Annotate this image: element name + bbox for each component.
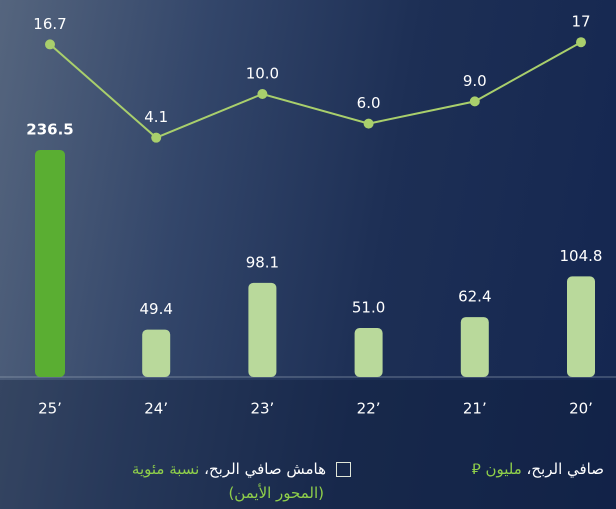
bar-value-label: 49.4 xyxy=(139,300,172,318)
legend-bar: صافي الربح، مليون ⃁ xyxy=(472,460,604,479)
x-tick-label: 22’ xyxy=(357,400,381,418)
line-value-label: 16.7 xyxy=(33,15,66,33)
line-value-label: 17 xyxy=(571,13,590,31)
bar xyxy=(567,276,595,377)
bar xyxy=(354,328,383,377)
bar xyxy=(35,149,65,377)
legend-label: هامش صافي الربح، xyxy=(204,460,326,478)
line-point xyxy=(45,39,55,50)
bar-value-label: 236.5 xyxy=(26,120,73,138)
bar xyxy=(142,329,171,377)
bar xyxy=(248,282,277,377)
line-value-label: 10.0 xyxy=(246,65,279,83)
x-tick-label: 21’ xyxy=(463,400,487,418)
legend-line: هامش صافي الربح، نسبة مئوية xyxy=(132,460,326,478)
bar-value-label: 51.0 xyxy=(352,299,385,317)
line xyxy=(49,41,582,139)
legend-axis-note: (المحور الأيمن) xyxy=(228,484,324,502)
line-point xyxy=(151,132,162,143)
line-point xyxy=(363,118,374,129)
legend-line-swatch xyxy=(336,462,351,477)
line-value-label: 4.1 xyxy=(144,108,168,126)
x-tick-label: 23’ xyxy=(250,400,274,418)
legend-unit: مليون ⃁ xyxy=(471,460,522,478)
bar-value-label: 104.8 xyxy=(560,247,603,265)
legend-unit: نسبة مئوية xyxy=(131,460,200,478)
bar xyxy=(460,317,489,377)
bar-value-label: 98.1 xyxy=(246,253,279,271)
x-tick-label: 24’ xyxy=(144,400,168,418)
line-value-label: 9.0 xyxy=(463,72,487,90)
x-tick-label: 25’ xyxy=(38,400,62,418)
legend-label: صافي الربح، xyxy=(526,460,604,478)
x-tick-label: 20’ xyxy=(569,400,593,418)
bar-value-label: 62.4 xyxy=(458,288,491,306)
line-value-label: 6.0 xyxy=(357,94,381,112)
line-point xyxy=(576,37,586,48)
line-point xyxy=(469,96,480,107)
background-shade xyxy=(0,380,616,509)
line-point xyxy=(257,89,268,99)
